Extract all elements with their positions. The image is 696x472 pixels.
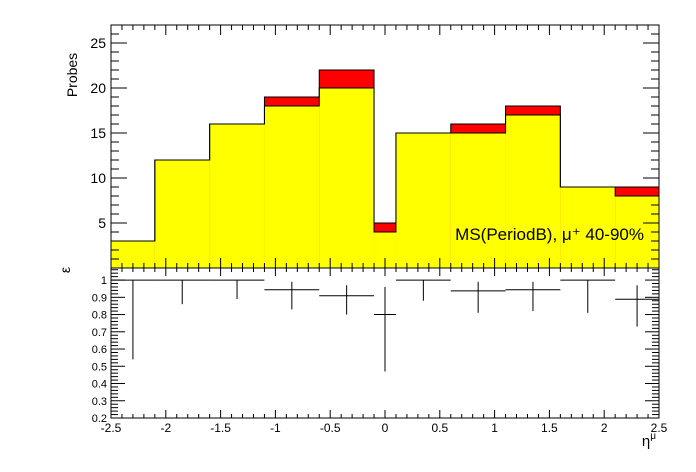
bottom-xtick-label: -2.5 [101, 421, 122, 435]
bar-passing-5 [374, 232, 396, 268]
bottom-xtick-label: -0.5 [320, 421, 341, 435]
bar-passing-9 [560, 187, 616, 268]
bottom-ylabel: ε [57, 267, 73, 273]
top-ytick-label: 10 [90, 170, 106, 186]
bottom-xtick-label: 0 [382, 421, 389, 435]
bottom-ytick-label: 0.6 [92, 344, 107, 356]
bottom-xtick-label: -1 [270, 421, 281, 435]
bottom-ytick-label: 1 [101, 275, 107, 287]
top-ytick-label: 25 [90, 35, 106, 51]
bottom-ytick-label: 0.7 [92, 327, 107, 339]
top-ytick-label: 20 [90, 80, 106, 96]
bar-passing-1 [154, 160, 210, 268]
xlabel-base: η [642, 433, 650, 450]
bar-passing-2 [209, 124, 265, 268]
top-ylabel: Probes [64, 53, 80, 97]
bottom-xtick-label: 1 [491, 421, 498, 435]
bar-passing-8 [505, 115, 561, 268]
bar-passing-7 [450, 133, 506, 268]
bottom-xtick-label: 2.5 [651, 421, 668, 435]
bottom-xtick-label: 0.5 [431, 421, 448, 435]
top-ytick-label: 5 [98, 215, 106, 231]
top-ytick-label: 15 [90, 125, 106, 141]
probes-histogram-panel: 5 10 15 20 25 Probes MS(PeriodB), μ⁺ 40-90% [64, 24, 660, 269]
bottom-ytick-label: 0.9 [92, 292, 107, 304]
bottom-ytick-label: 0.2 [92, 413, 107, 425]
bottom-xtick-label: -2 [160, 421, 171, 435]
bottom-ytick-label: 0.4 [92, 379, 107, 391]
bottom-xtick-label: 2 [601, 421, 608, 435]
bottom-xtick-label: -1.5 [210, 421, 231, 435]
histogram-outline-passing [110, 87, 660, 268]
bottom-xtick-label: 1.5 [541, 421, 558, 435]
bottom-ytick-label: 0.8 [92, 310, 107, 322]
efficiency-panel: 0.2 0.3 0.4 0.5 0.6 0.7 0.8 0.9 1 -2.5 -2 -1.5 -1 -0.… [57, 267, 668, 450]
bottom-xlabel: ημ [642, 431, 656, 450]
bottom-ytick-label: 0.3 [92, 396, 107, 408]
bar-passing-6 [395, 133, 451, 268]
bottom-ytick-label: 0.5 [92, 361, 107, 373]
bar-passing-4 [319, 88, 375, 268]
xlabel-superscript: μ [650, 431, 656, 442]
bar-passing-3 [264, 106, 320, 268]
annotation-label: MS(PeriodB), μ⁺ 40-90% [455, 225, 644, 244]
